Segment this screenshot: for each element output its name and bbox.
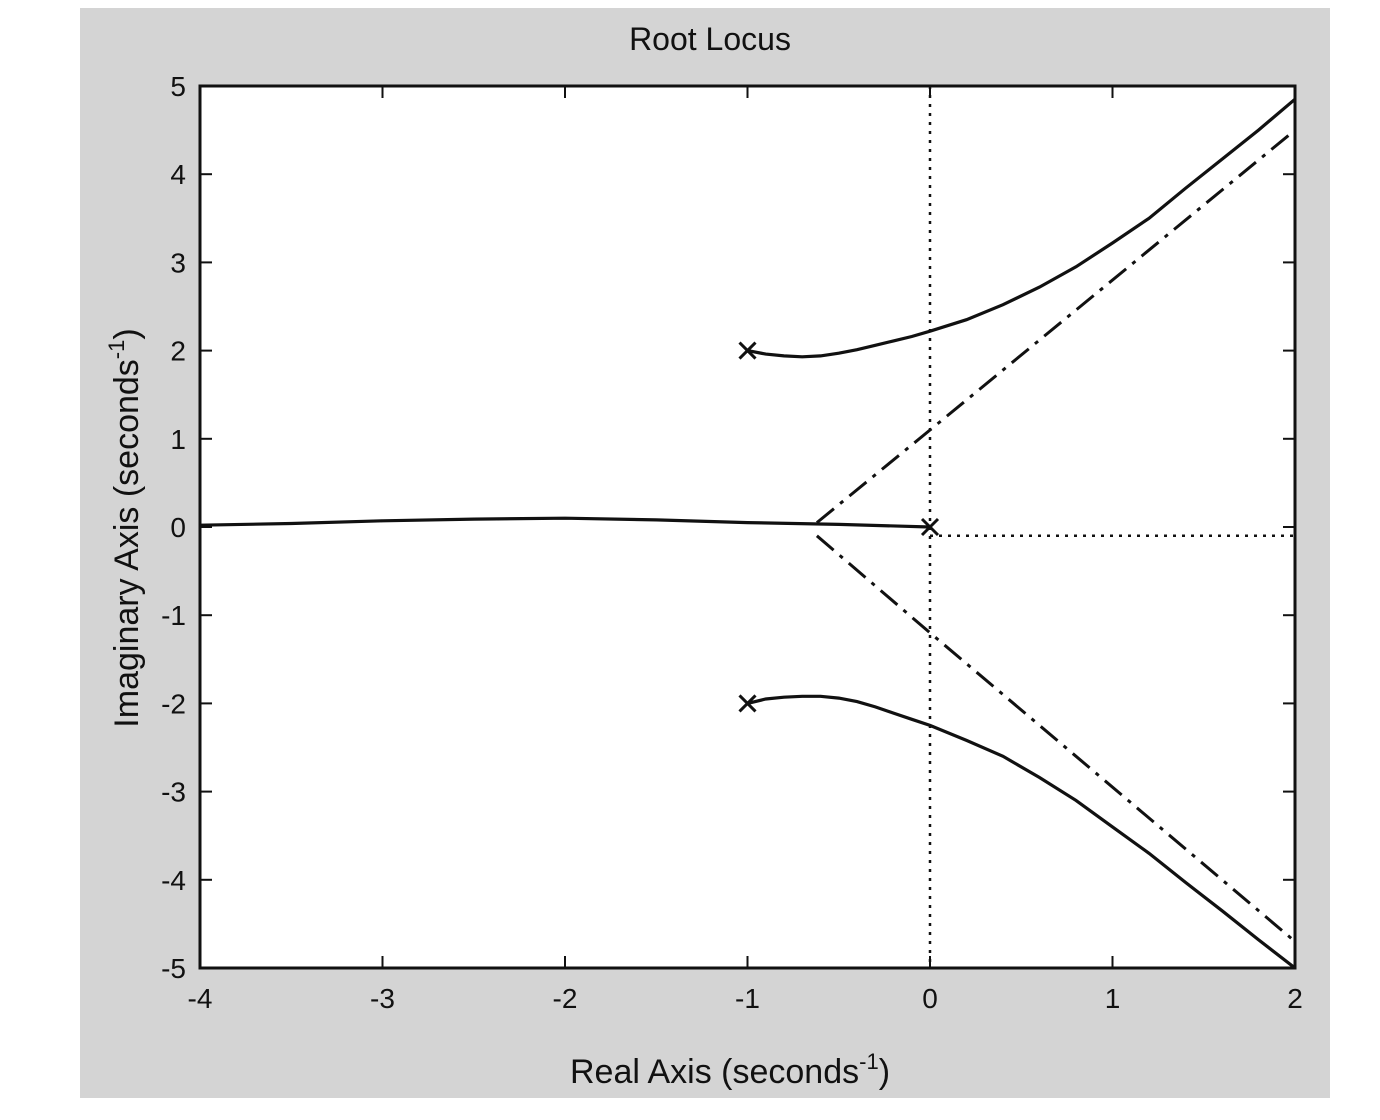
x-tick-label: -2 [553,983,578,1014]
y-tick-label: -2 [161,688,186,719]
y-tick-labels: -5 -4 -3 -2 -1 0 1 2 3 4 5 [161,71,186,984]
y-tick-label: 0 [170,512,186,543]
x-tick-label: 1 [1105,983,1121,1014]
pole-x-marker [920,517,940,537]
x-tick-label: -3 [370,983,395,1014]
y-tick-label: -5 [161,953,186,984]
locus-branch-solid [199,516,931,529]
root-locus-plot: Root Locus -4 -3 -2 -1 0 1 2 -5-4-3-2-1012345 … [104,21,1303,1091]
x-tick-label: 0 [922,983,938,1014]
axis-ticks [199,85,1296,969]
plot-area [198,84,1297,970]
y-tick-label: 3 [170,247,186,278]
pole-x-marker [738,694,757,713]
y-tick-label: -1 [161,600,186,631]
y-tick-label: 2 [170,336,186,367]
x-tick-labels: -4 -3 -2 -1 0 1 2 [188,983,1303,1014]
locus-branch-dashdot [815,534,1296,943]
y-tick-label: -4 [161,865,186,896]
chart-title: Root Locus [629,21,791,57]
x-tick-label: 2 [1287,983,1303,1014]
y-tick-label: 1 [170,424,186,455]
figure-background: Root Locus -4 -3 -2 -1 0 1 2 -5 -4 -3 -2 -1 0 1 2 3 4 5 … [80,8,1330,1098]
pole-markers [738,341,940,713]
y-tick-label: 5 [170,71,186,102]
x-axis-label: Real Axis (seconds-1) [570,1049,890,1091]
x-tick-label: -1 [735,983,760,1014]
y-axis-label: Imaginary Axis (seconds-1) [104,328,146,727]
y-tick-label: -3 [161,777,186,808]
y-tick-label: 4 [170,159,186,190]
x-tick-label: -4 [188,983,213,1014]
pole-x-marker [738,341,757,360]
